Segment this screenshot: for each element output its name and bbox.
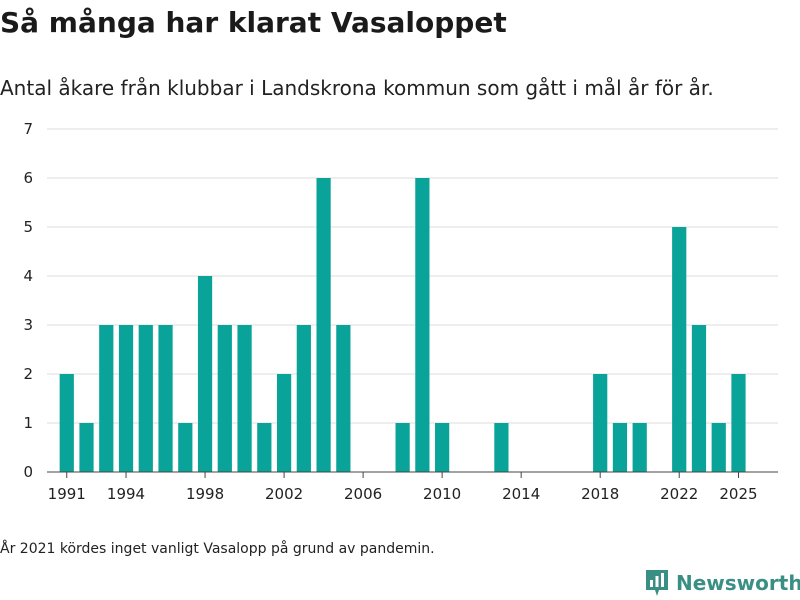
bar — [178, 423, 193, 472]
brand-logo: Newsworthy — [644, 568, 800, 598]
y-tick-label: 3 — [23, 316, 33, 334]
bar — [79, 423, 94, 472]
bars — [59, 178, 746, 472]
x-tick-label: 2010 — [423, 485, 461, 503]
x-tick-label: 2002 — [265, 485, 303, 503]
axes: 0 1 2 3 4 5 6 7 1991 1994 1998 2002 2006 2010 2014 2018… — [23, 120, 778, 503]
bar — [711, 423, 726, 472]
x-tick-label: 1991 — [48, 485, 86, 503]
y-tick-label: 0 — [23, 463, 33, 481]
bar — [415, 178, 430, 472]
x-tick-label: 2018 — [581, 485, 619, 503]
y-tick-label: 7 — [23, 120, 33, 138]
page-subtitle: Antal åkare från klubbar i Landskrona ko… — [0, 76, 714, 100]
bar — [59, 374, 74, 472]
y-tick-label: 1 — [23, 414, 33, 432]
x-tick-label: 2014 — [502, 485, 540, 503]
x-tick-label: 2025 — [719, 485, 757, 503]
bar — [632, 423, 647, 472]
bar — [276, 374, 292, 472]
bar — [612, 423, 628, 472]
grid-lines — [47, 128, 778, 424]
brand-name: Newsworthy — [676, 571, 800, 595]
x-tick-label: 2022 — [660, 485, 698, 503]
newsworthy-logo-icon — [646, 570, 668, 596]
bar — [257, 423, 272, 472]
bar — [672, 227, 687, 472]
bar — [158, 325, 173, 472]
bar — [435, 423, 450, 472]
bar — [138, 325, 153, 472]
bar — [217, 325, 232, 472]
bar — [99, 325, 114, 472]
bar — [237, 325, 252, 472]
bar — [593, 374, 608, 472]
bar — [395, 423, 410, 472]
x-tick-label: 2006 — [344, 485, 382, 503]
bar — [296, 325, 311, 472]
bar — [336, 325, 351, 472]
bar — [494, 423, 509, 472]
y-tick-label: 2 — [23, 365, 33, 383]
bar — [197, 276, 213, 472]
bar-chart: 0 1 2 3 4 5 6 7 1991 1994 1998 2002 2006 2010 2014 2018… — [23, 120, 778, 503]
footnote: År 2021 kördes inget vanligt Vasalopp på… — [0, 541, 435, 557]
bar — [731, 374, 746, 472]
x-tick-label: 1994 — [107, 485, 145, 503]
bar — [316, 178, 331, 472]
x-tick-label: 1998 — [186, 485, 224, 503]
page-title: Så många har klarat Vasaloppet — [0, 6, 507, 39]
bar — [118, 325, 134, 472]
y-tick-label: 6 — [23, 169, 33, 187]
y-tick-label: 4 — [23, 267, 33, 285]
bar — [691, 325, 707, 472]
y-tick-label: 5 — [23, 218, 33, 236]
